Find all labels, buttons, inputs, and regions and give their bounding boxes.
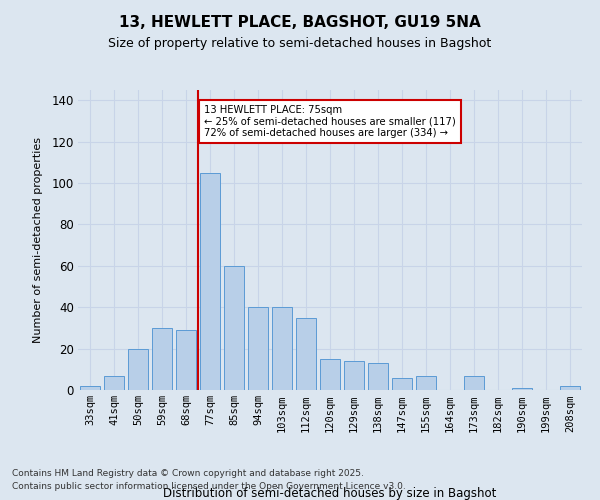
Bar <box>512 388 532 390</box>
Bar <box>368 363 388 390</box>
Bar <box>176 330 196 390</box>
Bar <box>464 376 484 390</box>
X-axis label: Distribution of semi-detached houses by size in Bagshot: Distribution of semi-detached houses by … <box>163 487 497 500</box>
Text: Contains HM Land Registry data © Crown copyright and database right 2025.: Contains HM Land Registry data © Crown c… <box>12 468 364 477</box>
Text: Contains public sector information licensed under the Open Government Licence v3: Contains public sector information licen… <box>12 482 406 491</box>
Bar <box>248 307 268 390</box>
Y-axis label: Number of semi-detached properties: Number of semi-detached properties <box>33 137 43 343</box>
Bar <box>80 386 100 390</box>
Text: 13, HEWLETT PLACE, BAGSHOT, GU19 5NA: 13, HEWLETT PLACE, BAGSHOT, GU19 5NA <box>119 15 481 30</box>
Bar <box>416 376 436 390</box>
Bar <box>104 376 124 390</box>
Bar <box>320 359 340 390</box>
Bar <box>224 266 244 390</box>
Text: 13 HEWLETT PLACE: 75sqm
← 25% of semi-detached houses are smaller (117)
72% of s: 13 HEWLETT PLACE: 75sqm ← 25% of semi-de… <box>204 105 456 138</box>
Bar <box>560 386 580 390</box>
Bar <box>344 361 364 390</box>
Bar <box>296 318 316 390</box>
Bar <box>200 173 220 390</box>
Bar <box>152 328 172 390</box>
Bar <box>272 307 292 390</box>
Bar <box>392 378 412 390</box>
Text: Size of property relative to semi-detached houses in Bagshot: Size of property relative to semi-detach… <box>109 38 491 51</box>
Bar <box>128 348 148 390</box>
